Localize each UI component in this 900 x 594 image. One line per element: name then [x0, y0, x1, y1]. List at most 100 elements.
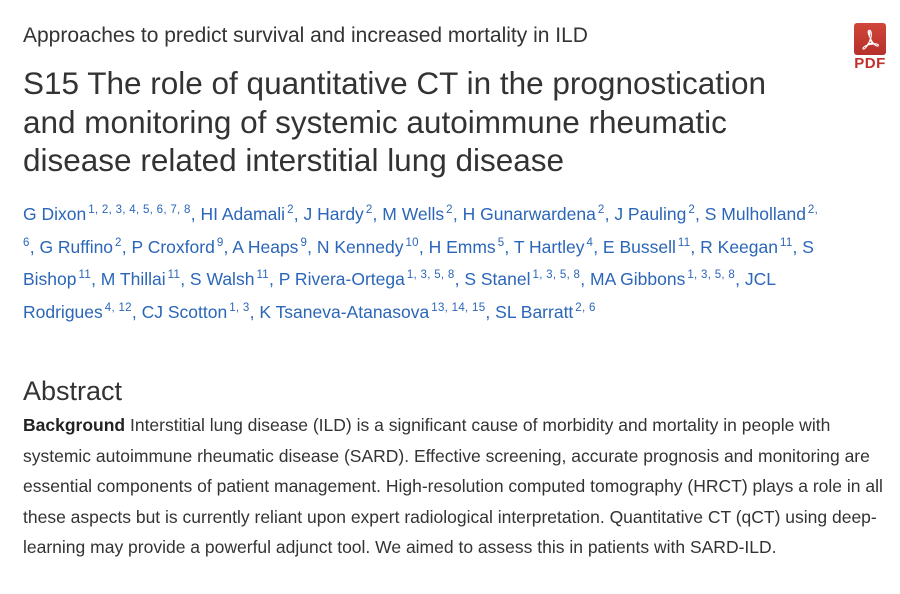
author-name: CJ Scotton — [141, 301, 228, 322]
author-affiliations[interactable]: 2, 6 — [23, 204, 819, 249]
author-link[interactable]: G Dixon 1, 2, 3, 4, 5, 6, 7, 8 — [23, 204, 191, 224]
author-affiliations[interactable]: 2 — [365, 204, 373, 216]
author-name: H Gunarwardena — [462, 204, 596, 224]
author-separator: , — [293, 204, 304, 224]
author-link[interactable]: S Bishop 11 — [23, 237, 814, 290]
author-link[interactable]: H Gunarwardena 2 — [463, 204, 605, 224]
author-link[interactable]: G Ruffino 2 — [39, 237, 121, 257]
author-affiliations[interactable]: 2, 6 — [575, 301, 596, 314]
author-link[interactable]: M Wells 2 — [382, 204, 453, 224]
author-name: K Tsaneva-Atanasova — [259, 301, 430, 322]
author-affiliations[interactable]: 10 — [405, 236, 419, 249]
author-link[interactable]: SL Barratt 2, 6 — [495, 302, 596, 322]
author-name: G Ruffino — [39, 236, 114, 257]
author-name: M Thillai — [100, 269, 166, 289]
author-affiliations[interactable]: 1, 3, 5, 8 — [687, 269, 736, 281]
author-affiliations[interactable]: 5 — [497, 236, 505, 249]
author-separator: , — [372, 204, 383, 224]
author-separator: , — [307, 236, 317, 257]
author-name: JCL Rodrigues — [23, 269, 776, 322]
author-name: E Bussell — [602, 236, 676, 257]
author-name: T Hartley — [513, 236, 585, 257]
author-affiliations[interactable]: 9 — [300, 236, 308, 249]
author-affiliations[interactable]: 11 — [78, 269, 92, 281]
author-separator: , — [452, 204, 463, 224]
author-link[interactable]: A Heaps 9 — [232, 237, 307, 257]
author-affiliations[interactable]: 1, 3 — [229, 301, 250, 314]
author-name: S Walsh — [189, 269, 255, 289]
abstract-background-paragraph: Background Interstitial lung disease (IL… — [23, 410, 898, 563]
author-name: G Dixon — [23, 204, 87, 224]
author-link[interactable]: HI Adamali 2 — [200, 204, 293, 224]
author-affiliations[interactable]: 11 — [256, 269, 269, 281]
author-name: N Kennedy — [316, 236, 404, 257]
adobe-pdf-icon — [854, 23, 886, 55]
author-name: S Stanel — [464, 269, 531, 289]
author-affiliations[interactable]: 13, 14, 15 — [431, 301, 486, 314]
author-separator: , — [418, 236, 429, 257]
author-separator: , — [504, 236, 514, 257]
author-affiliations[interactable]: 2 — [287, 204, 294, 216]
author-name: HI Adamali — [200, 204, 286, 224]
author-link[interactable]: P Croxford 9 — [131, 237, 223, 257]
author-link[interactable]: J Pauling 2 — [614, 204, 695, 224]
author-name: S Bishop — [23, 236, 814, 290]
author-separator: , — [792, 236, 803, 257]
author-affiliations[interactable]: 11 — [780, 236, 793, 249]
author-link[interactable]: JCL Rodrigues 4, 12 — [23, 269, 775, 322]
author-separator: , — [580, 269, 590, 289]
author-name: J Pauling — [614, 204, 687, 224]
author-affiliations[interactable]: 1, 3, 5, 8 — [532, 269, 581, 281]
author-affiliations[interactable]: 1, 2, 3, 4, 5, 6, 7, 8 — [88, 204, 191, 216]
author-link[interactable]: S Walsh 11 — [190, 269, 269, 289]
author-link[interactable]: P Rivera-Ortega 1, 3, 5, 8 — [279, 269, 455, 289]
author-affiliations[interactable]: 2 — [115, 236, 122, 249]
author-affiliations[interactable]: 9 — [216, 236, 224, 249]
author-link[interactable]: M Thillai 11 — [101, 269, 180, 289]
author-name: P Rivera-Ortega — [278, 269, 405, 289]
author-separator: , — [190, 204, 201, 224]
author-separator: , — [604, 204, 615, 224]
author-separator: , — [695, 204, 705, 224]
author-link[interactable]: E Bussell 11 — [603, 237, 691, 257]
author-link[interactable]: R Keegan 11 — [700, 237, 792, 257]
author-link[interactable]: N Kennedy 10 — [317, 237, 419, 257]
author-name: H Emms — [428, 236, 496, 257]
author-affiliations[interactable]: 11 — [167, 269, 181, 281]
pdf-label: PDF — [854, 55, 886, 72]
author-affiliations[interactable]: 2 — [688, 204, 696, 216]
author-link[interactable]: CJ Scotton 1, 3 — [142, 302, 250, 322]
author-affiliations[interactable]: 2 — [597, 204, 605, 216]
author-affiliations[interactable]: 4 — [586, 236, 594, 249]
article-title: S15 The role of quantitative CT in the p… — [23, 65, 767, 178]
author-name: MA Gibbons — [590, 269, 686, 289]
author-affiliations[interactable]: 2 — [446, 204, 453, 216]
section-heading: Approaches to predict survival and incre… — [23, 24, 588, 47]
abstract-heading: Abstract — [23, 376, 123, 406]
author-affiliations[interactable]: 11 — [677, 236, 691, 249]
author-separator: , — [735, 269, 745, 289]
author-list: G Dixon 1, 2, 3, 4, 5, 6, 7, 8, HI Adamal… — [23, 198, 823, 328]
author-name: P Croxford — [131, 236, 215, 257]
author-separator: , — [91, 269, 101, 289]
author-link[interactable]: S Mulholland 2, 6 — [23, 204, 818, 257]
author-separator: , — [223, 236, 233, 257]
author-link[interactable]: T Hartley 4 — [514, 237, 593, 257]
author-link[interactable]: S Stanel 1, 3, 5, 8 — [464, 269, 580, 289]
pdf-download-button[interactable]: PDF — [850, 23, 890, 72]
author-link[interactable]: MA Gibbons 1, 3, 5, 8 — [590, 269, 735, 289]
author-affiliations[interactable]: 4, 12 — [104, 301, 132, 314]
author-separator: , — [690, 236, 701, 257]
author-name: M Wells — [382, 204, 445, 224]
author-name: S Mulholland — [704, 204, 806, 224]
background-text: Interstitial lung disease (ILD) is a sig… — [23, 415, 883, 557]
author-link[interactable]: K Tsaneva-Atanasova 13, 14, 15 — [259, 302, 485, 322]
author-link[interactable]: H Emms 5 — [429, 237, 505, 257]
author-name: SL Barratt — [495, 301, 574, 322]
author-name: R Keegan — [700, 236, 778, 257]
author-separator: , — [131, 301, 142, 322]
author-separator: , — [268, 269, 279, 289]
author-affiliations[interactable]: 1, 3, 5, 8 — [406, 269, 455, 281]
author-link[interactable]: J Hardy 2 — [304, 204, 373, 224]
background-label: Background — [23, 415, 126, 435]
